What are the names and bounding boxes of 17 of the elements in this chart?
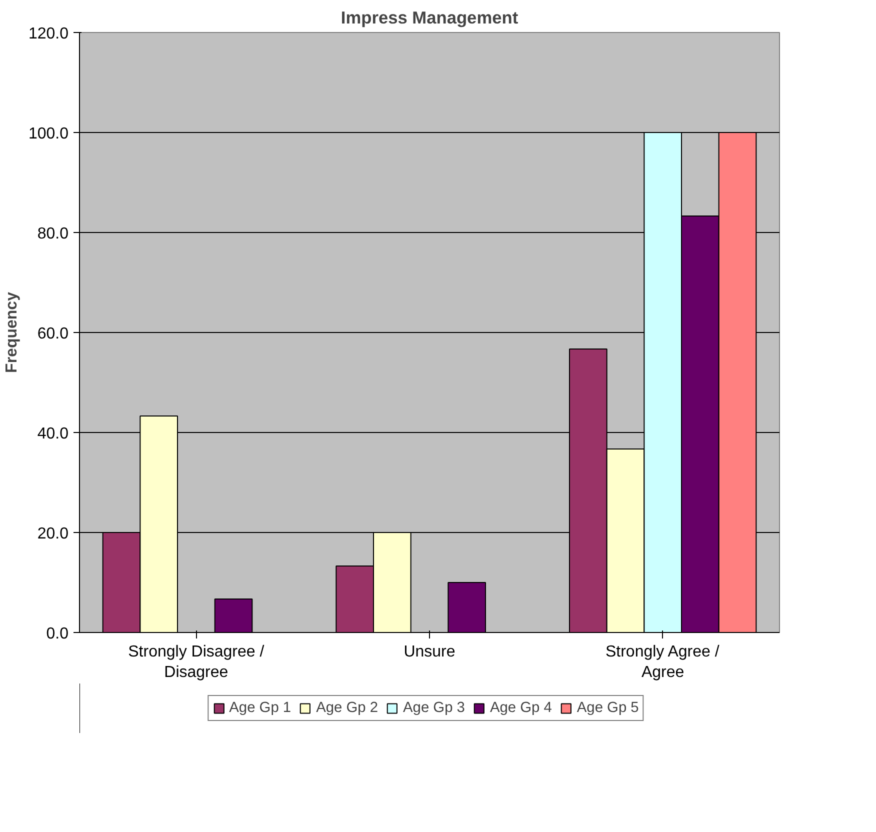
chart-title: Impress Management bbox=[340, 8, 518, 28]
y-tick-label: 20.0 bbox=[37, 526, 69, 542]
legend-label: Age Gp 2 bbox=[316, 700, 378, 716]
y-axis-title: Frequency bbox=[3, 292, 20, 373]
legend-label: Age Gp 5 bbox=[576, 700, 639, 716]
y-tick-label: 120.0 bbox=[28, 26, 69, 42]
y-tick-label: 40.0 bbox=[37, 426, 69, 442]
y-tick-label: 100.0 bbox=[28, 126, 69, 142]
x-tick-label: Strongly Agree / Agree bbox=[605, 644, 720, 681]
legend-label: Age Gp 1 bbox=[229, 700, 292, 716]
legend-label: Age Gp 3 bbox=[403, 700, 465, 716]
y-tick-label: 60.0 bbox=[37, 326, 69, 342]
legend-label: Age Gp 4 bbox=[490, 700, 552, 716]
x-tick-label: Unsure bbox=[404, 644, 456, 660]
y-tick-label: 80.0 bbox=[37, 226, 69, 242]
x-tick-label: Strongly Disagree / Disagree bbox=[128, 644, 265, 681]
y-tick-label: 0.0 bbox=[46, 626, 69, 642]
